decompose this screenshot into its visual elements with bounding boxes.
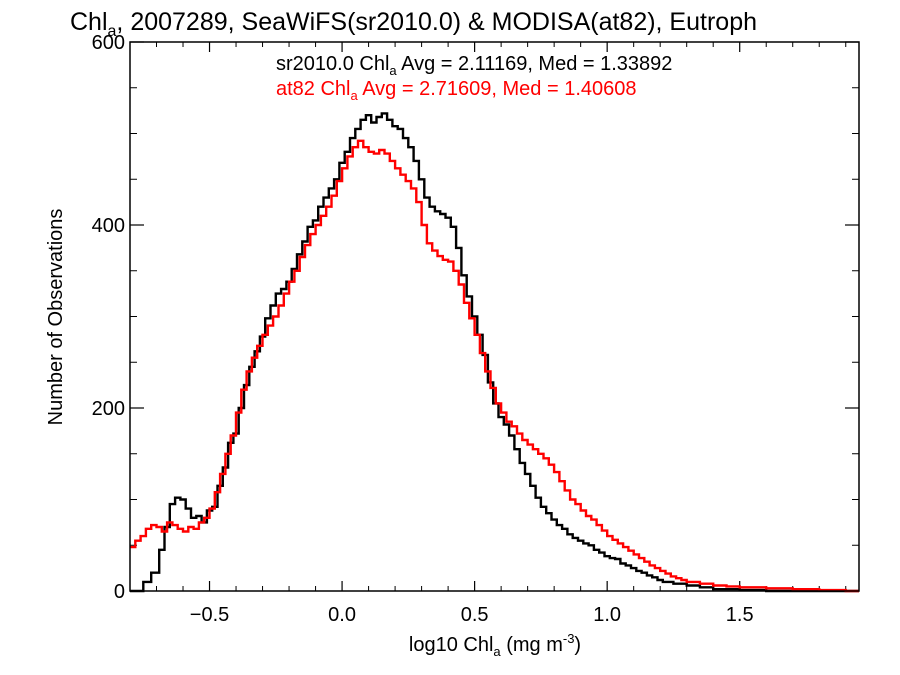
y-tick-label: 400 xyxy=(92,215,125,237)
legend-entry-black: sr2010.0 Chla Avg = 2.11169, Med = 1.338… xyxy=(276,53,672,78)
x-tick-label: 1.5 xyxy=(726,604,754,626)
x-tick-label: 1.0 xyxy=(593,604,621,626)
x-tick-label: 0.0 xyxy=(328,604,356,626)
y-tick-label: 0 xyxy=(114,581,125,603)
x-tick-label: 0.5 xyxy=(461,604,489,626)
plot-frame xyxy=(129,41,860,592)
y-tick-label: 200 xyxy=(92,398,125,420)
legend-entry-red: at82 Chla Avg = 2.71609, Med = 1.40608 xyxy=(276,78,636,103)
x-tick-label: −0.5 xyxy=(190,604,229,626)
series-at82-line xyxy=(130,139,859,593)
chart-title: Chla, 2007289, SeaWiFS(sr2010.0) & MODIS… xyxy=(70,8,757,40)
y-tick-label: 600 xyxy=(92,32,125,54)
series-layer xyxy=(130,112,859,593)
axis-ticks: −0.5 0.0 0.5 1.0 1.5 0 200 400 600 xyxy=(92,32,859,626)
y-axis-label: Number of Observations xyxy=(45,209,67,426)
series-sr2010-line xyxy=(130,112,859,593)
x-axis-label: log10 Chla (mg m-3) xyxy=(409,631,581,659)
